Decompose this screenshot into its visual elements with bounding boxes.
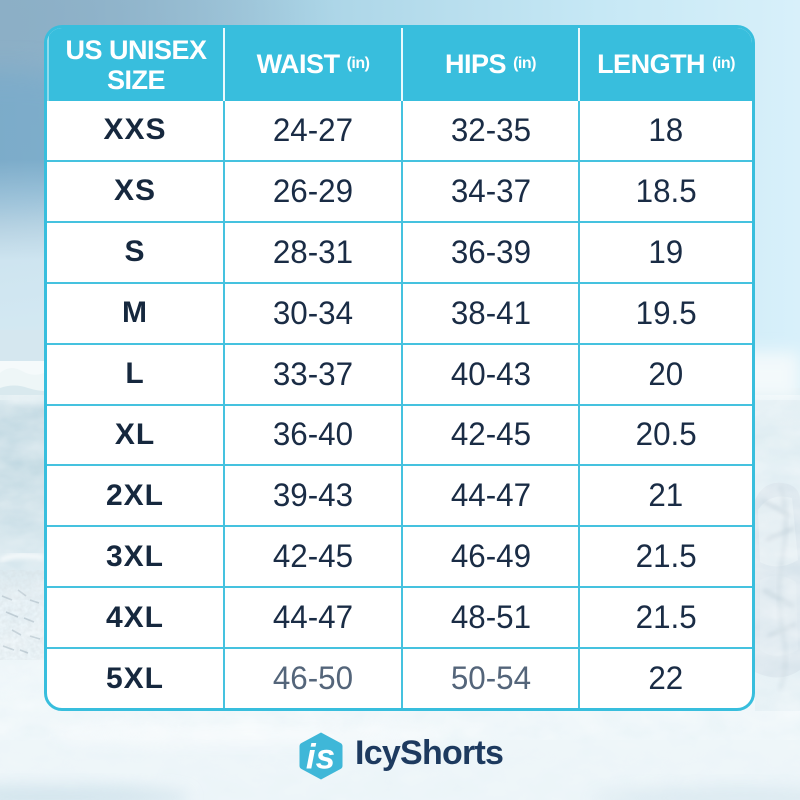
svg-text:is: is [306,738,335,777]
